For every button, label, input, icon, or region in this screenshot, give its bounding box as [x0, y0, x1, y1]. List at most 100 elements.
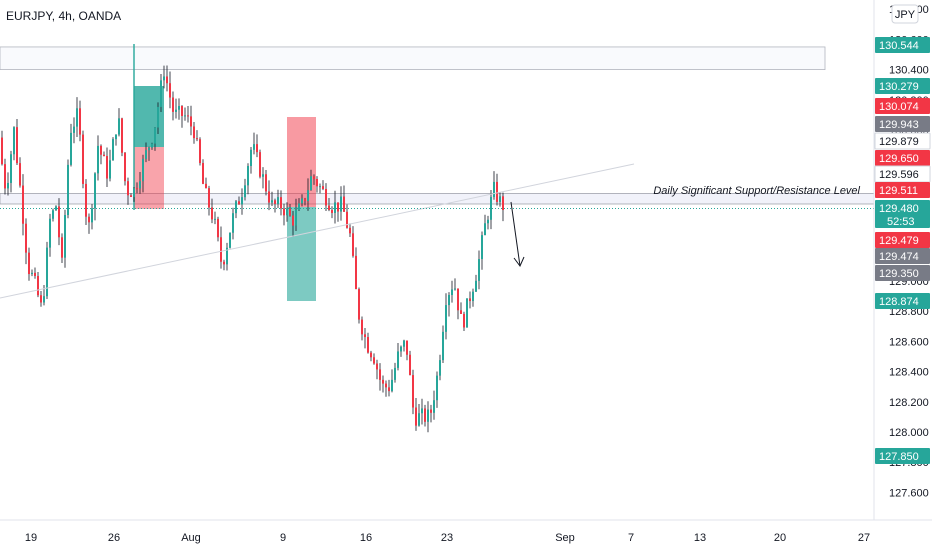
candle — [34, 267, 36, 279]
candle — [16, 119, 18, 166]
candle — [298, 198, 300, 212]
price-tag[interactable]: 130.074 — [875, 98, 930, 114]
projection-arrow[interactable] — [510, 201, 521, 267]
candle — [436, 371, 438, 408]
candle — [457, 288, 459, 320]
short-position-loss[interactable] — [287, 117, 316, 207]
x-tick-label: Sep — [555, 532, 575, 544]
entry-marker — [133, 44, 135, 210]
candle — [328, 198, 330, 212]
candle — [166, 65, 168, 92]
price-tag[interactable]: 129.350 — [875, 265, 930, 281]
price-tag[interactable]: 129.479 — [875, 232, 930, 248]
price-tag[interactable]: 127.850 — [875, 448, 930, 464]
candle — [100, 144, 102, 165]
candle — [337, 202, 339, 222]
candle — [490, 189, 492, 230]
price-tag-label: 129.479 — [879, 235, 919, 247]
x-tick-label: Aug — [181, 532, 201, 544]
candle — [391, 369, 393, 393]
candle — [409, 350, 411, 376]
candle — [67, 159, 69, 219]
long-position-profit[interactable] — [134, 86, 164, 147]
candle — [1, 130, 3, 166]
candle — [280, 190, 282, 216]
candle — [133, 187, 135, 202]
candle — [223, 259, 225, 271]
candle — [157, 102, 159, 135]
candle — [289, 204, 291, 217]
price-tag-label: 129.511 — [879, 185, 918, 197]
candle — [181, 105, 183, 128]
candle — [355, 247, 357, 290]
candle — [70, 123, 72, 167]
candle — [313, 174, 315, 185]
candle — [244, 178, 246, 201]
price-tag[interactable]: 129.879 — [874, 132, 931, 150]
currency-button[interactable]: JPY — [891, 4, 919, 24]
candle — [472, 288, 474, 307]
time-axis[interactable]: 19 26 Aug 9 16 23 Sep 7 13 20 27 — [0, 519, 932, 544]
x-tick-label: 16 — [360, 532, 372, 544]
candle — [352, 226, 354, 258]
price-tag-label: 128.874 — [879, 296, 919, 308]
candle — [397, 343, 399, 371]
price-tag[interactable]: 130.544 — [875, 37, 930, 53]
candle — [52, 208, 54, 222]
candle — [109, 149, 111, 182]
candle — [286, 202, 288, 222]
x-tick-label: 9 — [280, 532, 286, 544]
candle — [58, 198, 60, 246]
candle — [10, 150, 12, 193]
price-tag-label: 130.544 — [879, 40, 919, 52]
candle — [382, 375, 384, 393]
candle — [253, 132, 255, 155]
price-tag[interactable]: 128.874 — [875, 293, 930, 309]
candle — [316, 176, 318, 193]
trend-line[interactable] — [0, 163, 635, 299]
resistance-zone[interactable] — [0, 46, 826, 71]
x-tick-label: 23 — [441, 532, 453, 544]
price-tag-label: 130.279 — [879, 81, 919, 93]
price-tag-label: 129.480 — [879, 203, 919, 215]
candle — [40, 290, 42, 307]
price-tag[interactable]: 130.279 — [875, 78, 930, 94]
price-tag[interactable]: 129.511 — [875, 182, 930, 198]
candle — [451, 280, 453, 303]
candle — [82, 130, 84, 189]
sr-annotation: Daily Significant Support/Resistance Lev… — [653, 185, 860, 197]
candle — [88, 213, 90, 234]
x-tick-label: 7 — [628, 532, 634, 544]
candle — [118, 108, 120, 137]
candle — [448, 292, 450, 317]
candle — [160, 73, 162, 113]
price-tag-label: 129.879 — [879, 136, 919, 148]
short-position-profit[interactable] — [287, 207, 316, 301]
candle — [319, 183, 321, 194]
candle — [340, 186, 342, 221]
candle — [460, 302, 462, 315]
y-tick-label: 128.000 — [889, 427, 929, 439]
candle — [469, 291, 471, 309]
price-tag[interactable]: 129.943 — [875, 116, 930, 132]
candle — [22, 174, 24, 236]
candle — [256, 134, 258, 158]
candle — [379, 363, 381, 391]
candle — [424, 404, 426, 427]
candle — [271, 191, 273, 206]
price-tag[interactable]: 129.650 — [875, 150, 930, 166]
candle — [304, 197, 306, 206]
candle — [97, 135, 99, 181]
candle — [55, 205, 57, 211]
price-tag[interactable]: 129.474 — [875, 248, 930, 264]
candle — [205, 177, 207, 189]
price-tag-label: 127.850 — [879, 451, 919, 463]
candle — [172, 91, 174, 121]
candle — [148, 146, 150, 161]
candle — [226, 242, 228, 271]
candle — [367, 332, 369, 354]
candle — [61, 233, 63, 263]
price-tag[interactable]: 129.596 — [874, 165, 931, 183]
